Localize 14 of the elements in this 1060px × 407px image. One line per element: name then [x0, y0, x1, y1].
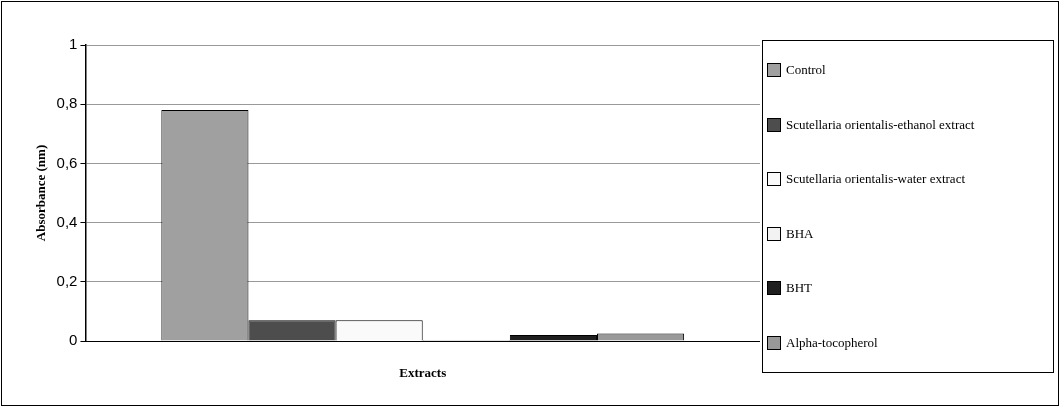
- legend-label: Alpha-tocopherol: [786, 334, 878, 351]
- y-tick-label: 0: [69, 331, 78, 349]
- x-axis-title: Extracts: [399, 364, 447, 380]
- legend-label: Control: [786, 62, 826, 79]
- y-tick-label: 0,2: [56, 271, 78, 289]
- y-tick-label: 0,6: [56, 153, 78, 171]
- y-axis-title: Absorbance (nm): [33, 144, 49, 242]
- y-tick-label: 0,8: [56, 94, 78, 112]
- legend-label: BHT: [786, 280, 812, 297]
- legend-label: Scutellaria orientalis-water extract: [786, 171, 966, 188]
- y-tick-label: 0,4: [56, 212, 78, 230]
- legend-label: Scutellaria orientalis-ethanol extract: [786, 116, 975, 133]
- y-tick-label: 1: [69, 35, 78, 53]
- legend-label: BHA: [786, 225, 814, 242]
